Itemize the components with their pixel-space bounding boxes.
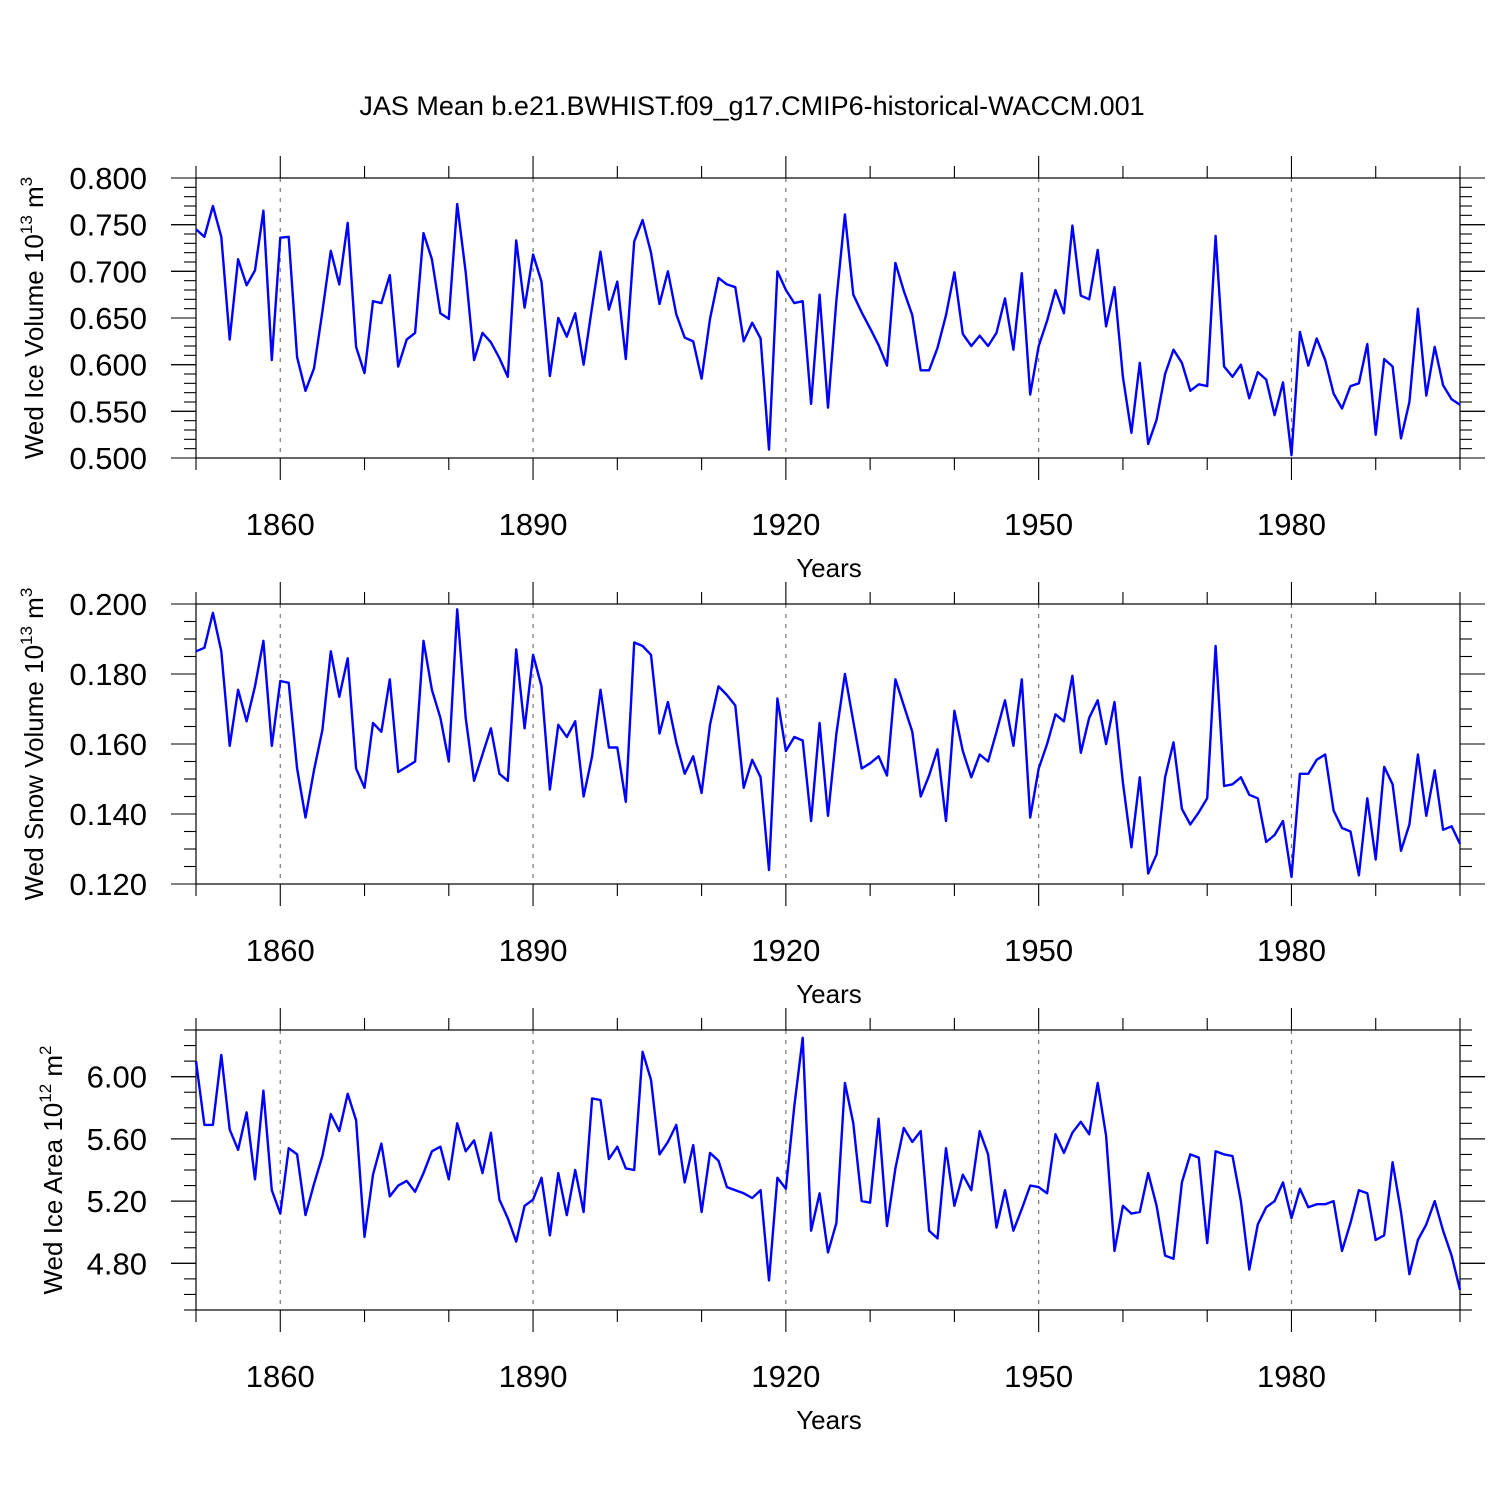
plot-frame: [195, 603, 1461, 885]
y-tick-label: 0.550: [69, 394, 147, 429]
x-tick-label: 1950: [1004, 933, 1073, 968]
y-tick-label: 0.700: [69, 254, 147, 289]
x-tick-label: 1920: [751, 933, 820, 968]
x-tick-label: 1860: [246, 1359, 315, 1394]
y-label-unit: m: [38, 1055, 68, 1084]
x-axis-label: Years: [796, 553, 862, 583]
series-line: [195, 202, 1461, 457]
panel-ice-area: 4.80 5.20 5.60 6.00 1860 1890 1920 1950 1980 Year…: [36, 1008, 1485, 1435]
x-axis-label: Years: [796, 1405, 862, 1435]
y-axis-label: Wed Snow Volume 1013 m3: [17, 588, 49, 901]
x-tick-label: 1890: [499, 1359, 568, 1394]
x-tick-label: 1860: [246, 507, 315, 542]
y-tick-label: 6.00: [87, 1060, 147, 1095]
y-tick-label: 0.650: [69, 301, 147, 336]
y-tick-label: 0.140: [69, 797, 147, 832]
plot-frame: [195, 1029, 1461, 1311]
y-label-unit-exponent: 2: [36, 1045, 55, 1054]
x-tick-label: 1950: [1004, 507, 1073, 542]
series-line: [195, 608, 1462, 879]
y-tick-label: 0.600: [69, 348, 147, 383]
series-line: [194, 1036, 1462, 1291]
panel-snow-volume: 0.120 0.140 0.160 0.180 0.200 1860 1890 1920 195…: [17, 582, 1485, 1009]
chart-title: JAS Mean b.e21.BWHIST.f09_g17.CMIP6-hist…: [359, 91, 1144, 121]
y-tick-label: 0.800: [69, 161, 147, 196]
y-label-unit-exponent: 3: [17, 177, 36, 186]
x-tick-label: 1920: [751, 1359, 820, 1394]
y-tick-label: 5.60: [87, 1122, 147, 1157]
y-label-unit-exponent: 3: [17, 588, 36, 597]
y-label-main: Wed Ice Area 10: [38, 1103, 68, 1295]
x-tick-label: 1920: [751, 507, 820, 542]
y-label-exponent: 13: [17, 626, 36, 645]
y-label-main: Wed Snow Volume 10: [19, 645, 49, 900]
x-tick-label: 1980: [1257, 507, 1326, 542]
y-tick-label: 0.180: [69, 657, 147, 692]
x-tick-label: 1890: [499, 933, 568, 968]
y-label-main: Wed Ice Volume 10: [19, 234, 49, 459]
panel-ice-volume: 0.500 0.550 0.600 0.650 0.700 0.750 0.800 1860 1…: [17, 156, 1485, 583]
y-tick-label: 0.750: [69, 208, 147, 243]
y-label-exponent: 13: [17, 215, 36, 234]
y-axis-label: Wed Ice Volume 1013 m3: [17, 177, 49, 459]
y-tick-label: 0.160: [69, 727, 147, 762]
y-tick-label: 0.200: [69, 587, 147, 622]
x-axis-label: Years: [796, 979, 862, 1009]
y-axis-label: Wed Ice Area 1012 m2: [36, 1045, 68, 1294]
y-tick-label: 0.500: [69, 441, 147, 476]
x-tick-label: 1950: [1004, 1359, 1073, 1394]
y-label-unit: m: [19, 597, 49, 626]
y-label-exponent: 12: [36, 1084, 55, 1103]
y-tick-label: 0.120: [69, 867, 147, 902]
x-tick-label: 1980: [1257, 1359, 1326, 1394]
plot-frame: [195, 177, 1461, 459]
x-tick-label: 1890: [499, 507, 568, 542]
x-tick-label: 1980: [1257, 933, 1326, 968]
y-tick-label: 4.80: [87, 1246, 147, 1281]
y-label-unit: m: [19, 186, 49, 215]
y-tick-label: 5.20: [87, 1184, 147, 1219]
x-tick-label: 1860: [246, 933, 315, 968]
